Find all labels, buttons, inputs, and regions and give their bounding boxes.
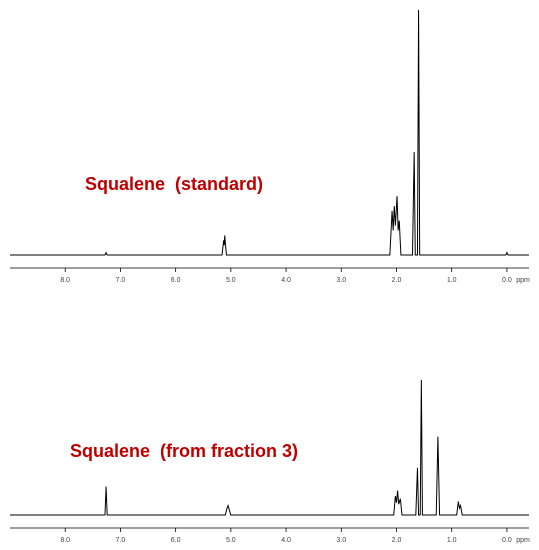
x-tick-label: 4.0 (281, 277, 291, 284)
x-tick-label: 5.0 (226, 277, 236, 284)
x-axis-label: ppm (516, 277, 530, 284)
spectrum (10, 9, 529, 256)
x-tick-label: 6.0 (171, 277, 181, 284)
x-tick-label: 2.0 (392, 537, 402, 544)
spectrum-title: Squalene (standard) (85, 174, 263, 194)
x-tick-label: 3.0 (336, 537, 346, 544)
x-tick-label: 7.0 (116, 277, 126, 284)
x-tick-label: 6.0 (171, 537, 181, 544)
x-tick-label: 8.0 (60, 277, 70, 284)
x-axis-label: ppm (516, 537, 530, 544)
x-tick-label: 5.0 (226, 537, 236, 544)
spectrum-title: Squalene (from fraction 3) (70, 441, 298, 461)
x-tick-label: 1.0 (447, 537, 457, 544)
x-tick-label: 2.0 (392, 277, 402, 284)
x-tick-label: 0.0 (502, 277, 512, 284)
x-tick-label: 1.0 (447, 277, 457, 284)
x-tick-label: 8.0 (60, 537, 70, 544)
x-tick-label: 4.0 (281, 537, 291, 544)
x-tick-label: 0.0 (502, 537, 512, 544)
spectrum (10, 379, 529, 516)
x-tick-label: 7.0 (116, 537, 126, 544)
x-tick-label: 3.0 (336, 277, 346, 284)
